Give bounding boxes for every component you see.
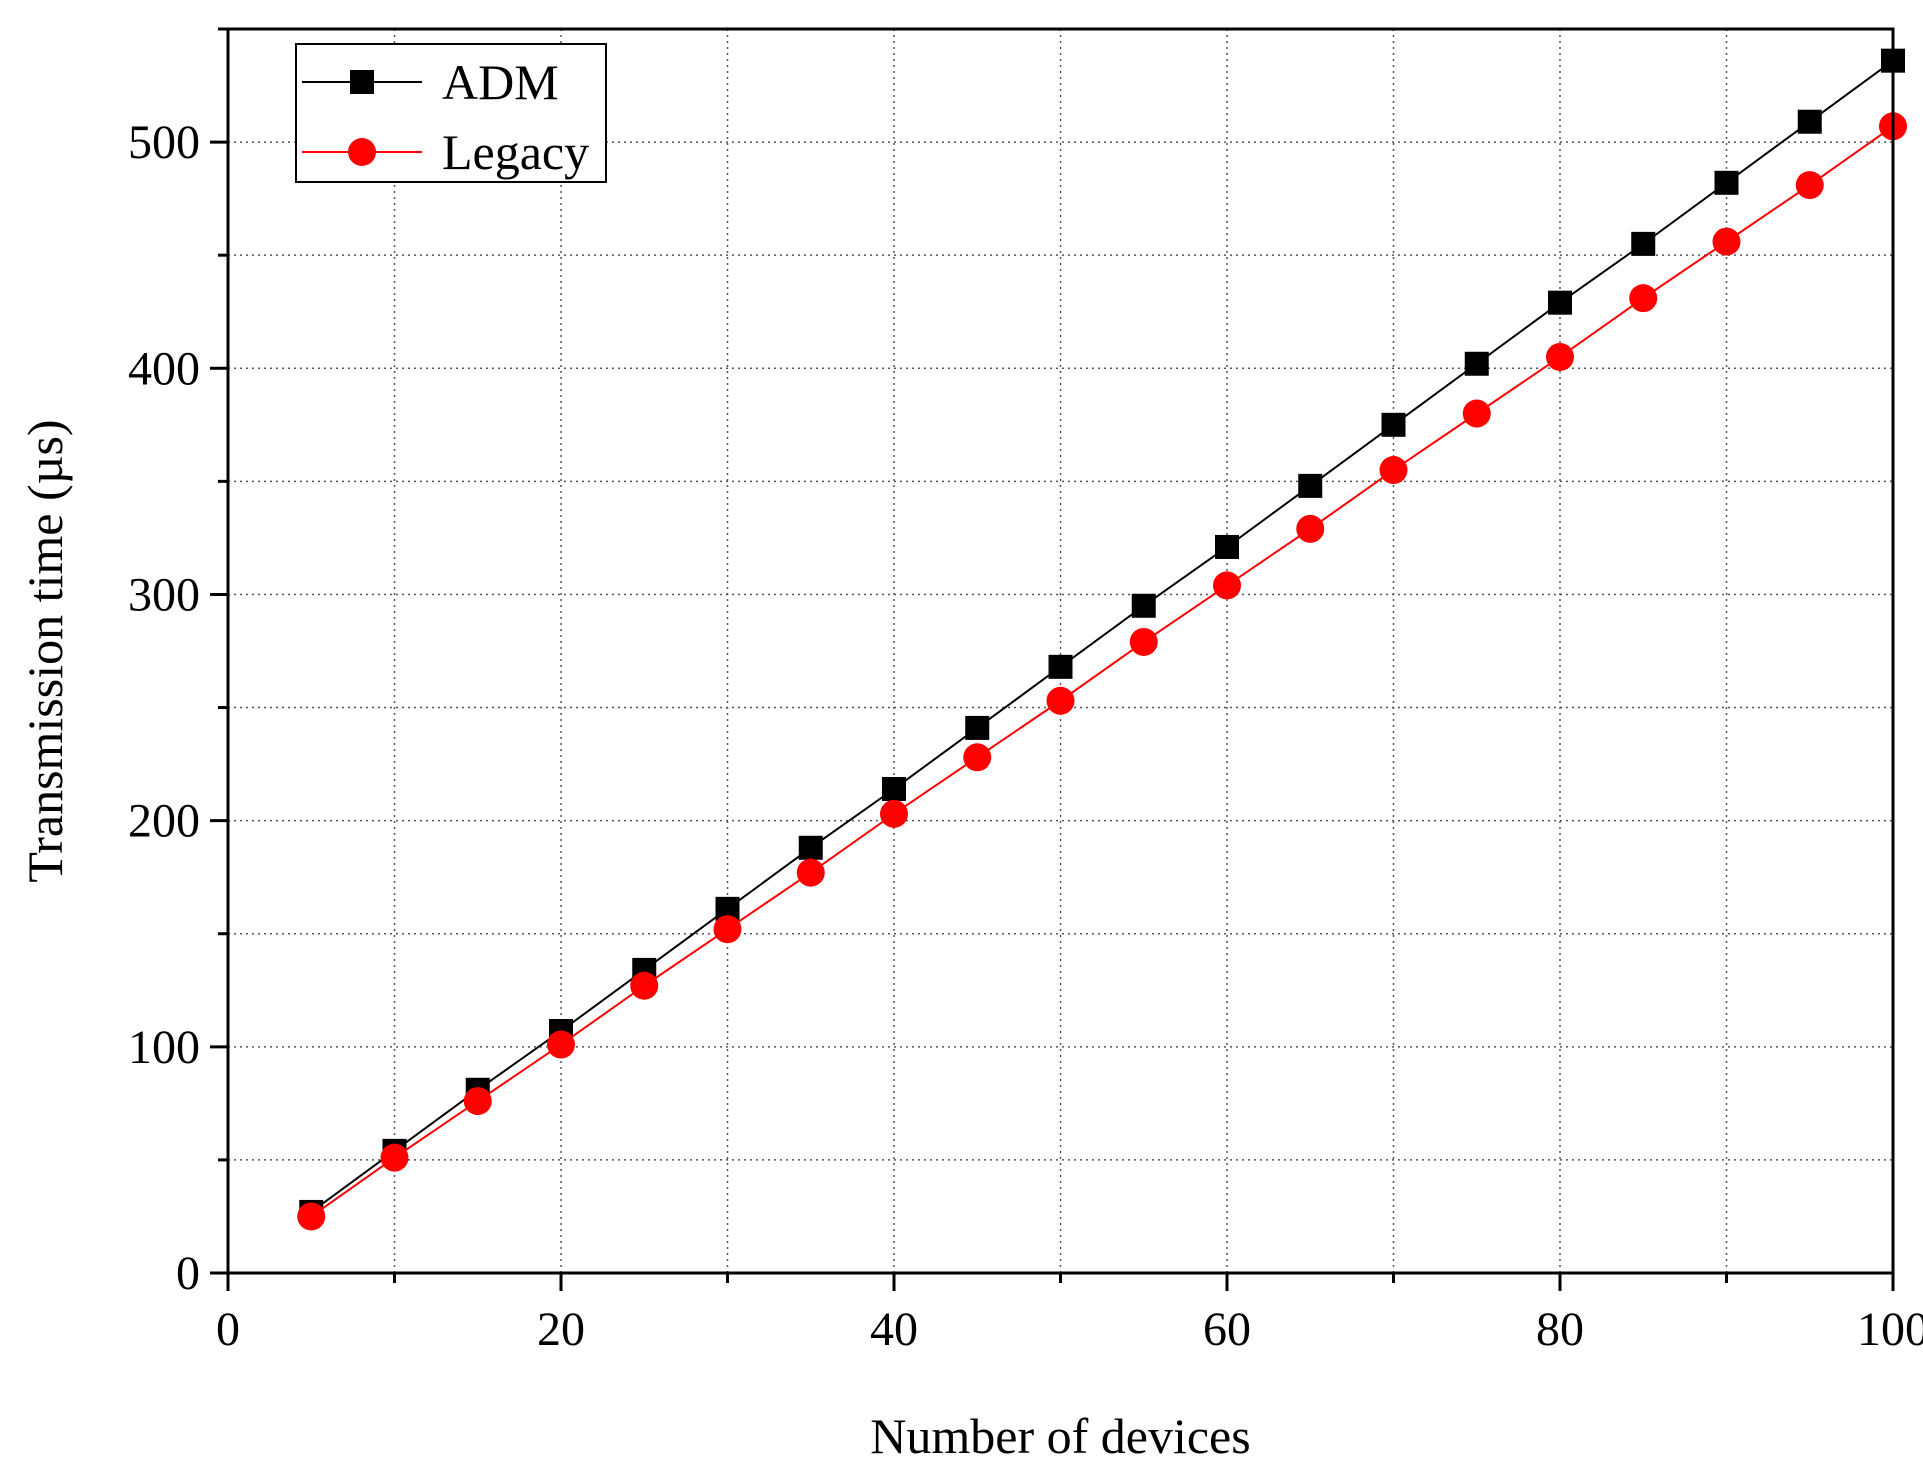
y-tick-label: 300 (128, 568, 200, 621)
data-point (1631, 231, 1656, 256)
data-point (630, 971, 659, 1000)
x-tick-label: 20 (537, 1303, 585, 1356)
data-point (463, 1087, 492, 1116)
data-point (796, 858, 825, 887)
data-point (713, 915, 742, 944)
y-axis-title: Transmission time (µs) (17, 419, 73, 882)
data-point (882, 776, 906, 801)
legend: ADM Legacy (295, 43, 607, 183)
legend-marker (348, 138, 376, 166)
data-point (965, 715, 990, 740)
y-tick-label: 500 (128, 116, 200, 169)
data-point (1548, 290, 1572, 315)
series-legacy (297, 112, 1907, 1231)
data-point (1215, 534, 1239, 559)
data-point (1795, 171, 1824, 200)
data-point (547, 1030, 575, 1059)
data-point (1046, 686, 1075, 715)
data-point (1213, 571, 1241, 600)
x-tick-label: 60 (1203, 1303, 1251, 1356)
axes: 0 20 40 60 80 100 0 100 200 300 400 500 (128, 27, 1923, 1356)
x-tick-label: 40 (870, 1303, 918, 1356)
data-point (1714, 170, 1739, 195)
x-axis-title: Number of devices (870, 1408, 1250, 1464)
data-point (1298, 473, 1323, 498)
legend-item-legacy: Legacy (302, 124, 589, 180)
series-line (310, 59, 1894, 1213)
x-tick-label: 100 (1857, 1303, 1923, 1356)
series-adm (299, 48, 1905, 1224)
data-point (297, 1202, 326, 1231)
legend-label: Legacy (442, 124, 589, 180)
legend-label: ADM (442, 54, 559, 110)
data-point (1296, 514, 1325, 543)
data-point (380, 1143, 409, 1172)
data-point (1712, 227, 1741, 256)
series-layer (297, 48, 1907, 1231)
data-point (1048, 654, 1073, 679)
data-point (1381, 412, 1406, 437)
data-point (963, 743, 992, 772)
data-point (1546, 342, 1574, 371)
data-point (1629, 284, 1658, 313)
data-point (1462, 399, 1491, 428)
data-point (1464, 351, 1489, 376)
y-tick-label: 400 (128, 342, 200, 395)
x-tick-label: 0 (216, 1303, 240, 1356)
y-tick-label: 100 (128, 1021, 200, 1074)
series-line (310, 125, 1894, 1218)
data-point (1131, 593, 1156, 618)
data-point (880, 799, 908, 828)
x-tick-label: 80 (1536, 1303, 1584, 1356)
data-point (1797, 109, 1822, 134)
y-tick-label: 200 (128, 795, 200, 848)
y-tick-label: 0 (176, 1247, 200, 1300)
legend-marker (350, 70, 374, 94)
data-point (1379, 456, 1408, 485)
data-point (1129, 627, 1158, 656)
legend-item-adm: ADM (302, 54, 559, 110)
data-point (798, 835, 823, 860)
legend-box (295, 43, 607, 183)
